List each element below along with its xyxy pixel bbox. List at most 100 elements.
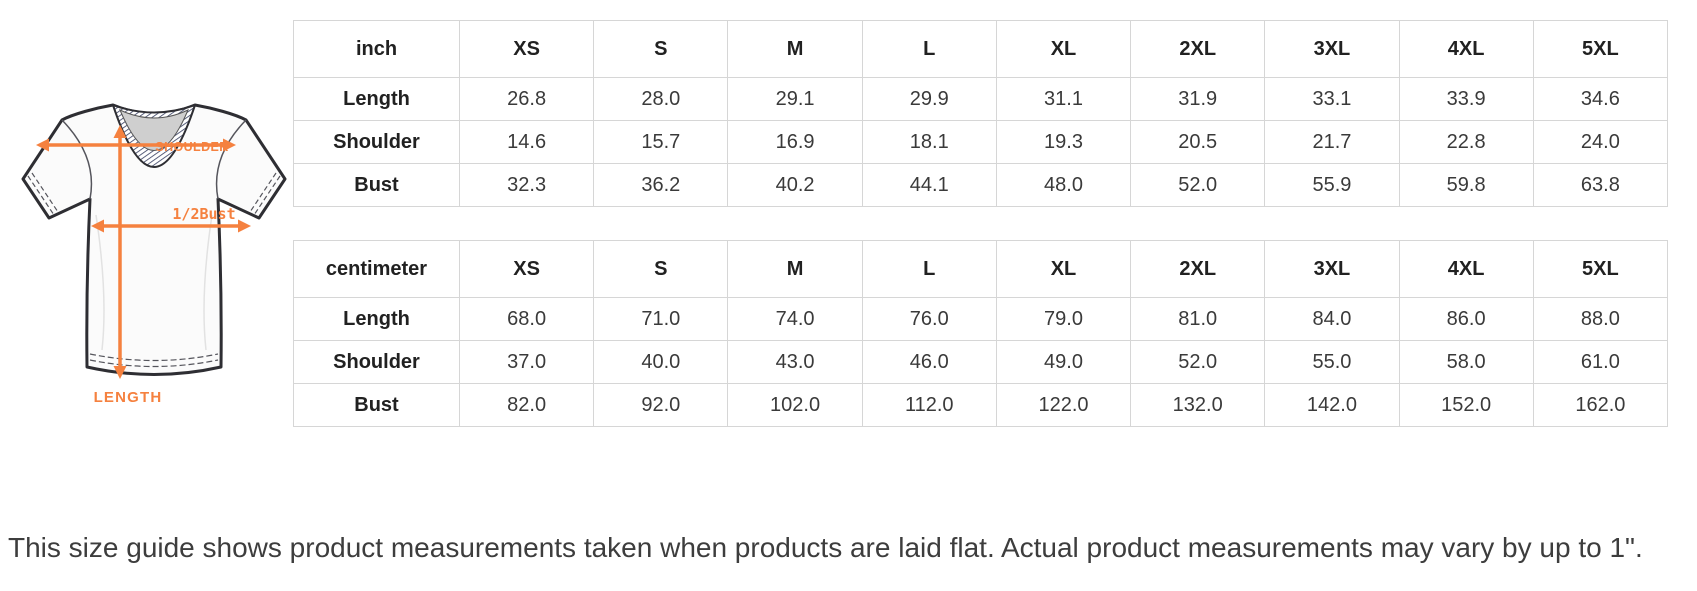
size-cell: 112.0 [861,383,997,427]
size-cell: 29.1 [727,77,863,121]
size-cell: 55.0 [1264,340,1400,384]
half-bust-arrow [91,219,251,233]
size-cell: 48.0 [995,163,1132,207]
size-cell: 92.0 [593,383,729,427]
length-arrow [113,125,127,379]
size-cell: 58.0 [1398,340,1534,384]
row-label-cell: Bust [293,383,460,427]
size-cell: 40.2 [727,163,863,207]
size-cell: 26.8 [458,77,595,121]
size-cell: 21.7 [1264,120,1400,164]
size-cell: 76.0 [861,297,997,341]
size-header-cell: 4XL [1398,20,1534,78]
size-header-cell: M [727,20,863,78]
row-label-cell: Bust [293,163,460,207]
size-cell: 36.2 [593,163,729,207]
size-cell: 18.1 [861,120,997,164]
size-cell: 52.0 [1130,340,1266,384]
table-row: Bust 32.3 36.2 40.2 44.1 48.0 52.0 55.9 … [293,163,1669,207]
size-cell: 46.0 [861,340,997,384]
size-cell: 22.8 [1398,120,1534,164]
size-cell: 44.1 [861,163,997,207]
tshirt-body [21,103,287,376]
size-cell: 55.9 [1264,163,1400,207]
size-header-cell: 3XL [1264,20,1400,78]
row-label-cell: Shoulder [293,120,460,164]
size-header-cell: S [593,240,729,298]
size-cell: 14.6 [458,120,595,164]
armhole-seam-right [215,119,247,200]
size-cell: 68.0 [458,297,595,341]
unit-header-cell: inch [293,20,460,78]
table-row: Shoulder 37.0 40.0 43.0 46.0 49.0 52.0 5… [293,340,1669,384]
table-row: Shoulder 14.6 15.7 16.9 18.1 19.3 20.5 2… [293,120,1669,164]
size-cell: 20.5 [1130,120,1266,164]
size-cell: 43.0 [727,340,863,384]
size-cell: 122.0 [995,383,1132,427]
table-row: Bust 82.0 92.0 102.0 112.0 122.0 132.0 1… [293,383,1669,427]
size-cell: 102.0 [727,383,863,427]
size-cell: 132.0 [1130,383,1266,427]
size-header-cell: XS [458,240,595,298]
size-header-cell: L [861,20,997,78]
armhole-seam-left [61,119,93,200]
table-row: Length 68.0 71.0 74.0 76.0 79.0 81.0 84.… [293,297,1669,341]
size-cell: 81.0 [1130,297,1266,341]
size-cell: 31.9 [1130,77,1266,121]
size-cell: 31.1 [995,77,1132,121]
size-header-cell: XS [458,20,595,78]
unit-header-cell: centimeter [293,240,460,298]
size-cell: 142.0 [1264,383,1400,427]
size-cell: 16.9 [727,120,863,164]
shoulder-arrow [36,138,236,152]
shoulder-label: SHOULDER [155,140,228,154]
size-header-cell: 3XL [1264,240,1400,298]
size-cell: 28.0 [593,77,729,121]
size-header-cell: M [727,240,863,298]
size-cell: 33.1 [1264,77,1400,121]
size-cell: 29.9 [861,77,997,121]
crease-left [95,214,105,351]
size-cell: 84.0 [1264,297,1400,341]
size-cell: 82.0 [458,383,595,427]
size-header-cell: 2XL [1130,20,1266,78]
size-header-cell: S [593,20,729,78]
size-header-cell: XL [995,20,1132,78]
row-label-cell: Length [293,297,460,341]
hem-stitch [89,353,219,368]
header-row: inch XS S M L XL 2XL 3XL 4XL 5XL [293,20,1669,78]
size-cell: 79.0 [995,297,1132,341]
size-header-cell: 5XL [1532,20,1669,78]
header-row: centimeter XS S M L XL 2XL 3XL 4XL 5XL [293,240,1669,298]
row-label-cell: Shoulder [293,340,460,384]
size-cell: 32.3 [458,163,595,207]
neck-opening-inside [119,108,189,151]
size-cell: 74.0 [727,297,863,341]
row-label-cell: Length [293,77,460,121]
size-cell: 88.0 [1532,297,1669,341]
length-label: LENGTH [94,389,163,406]
size-header-cell: 2XL [1130,240,1266,298]
size-cell: 86.0 [1398,297,1534,341]
size-header-cell: XL [995,240,1132,298]
size-cell: 37.0 [458,340,595,384]
inch-size-table: inch XS S M L XL 2XL 3XL 4XL 5XL Length … [293,20,1669,207]
size-cell: 63.8 [1532,163,1669,207]
size-cell: 52.0 [1130,163,1266,207]
size-header-cell: 4XL [1398,240,1534,298]
size-cell: 61.0 [1532,340,1669,384]
table-row: Length 26.8 28.0 29.1 29.9 31.1 31.9 33.… [293,77,1669,121]
size-cell: 162.0 [1532,383,1669,427]
centimeter-size-table: centimeter XS S M L XL 2XL 3XL 4XL 5XL L… [293,240,1669,427]
half-bust-label: 1/2Bust [172,205,235,223]
size-header-cell: 5XL [1532,240,1669,298]
size-cell: 59.8 [1398,163,1534,207]
crease-right [203,214,213,351]
size-cell: 24.0 [1532,120,1669,164]
size-cell: 49.0 [995,340,1132,384]
size-cell: 40.0 [593,340,729,384]
size-cell: 15.7 [593,120,729,164]
size-cell: 34.6 [1532,77,1669,121]
size-cell: 152.0 [1398,383,1534,427]
